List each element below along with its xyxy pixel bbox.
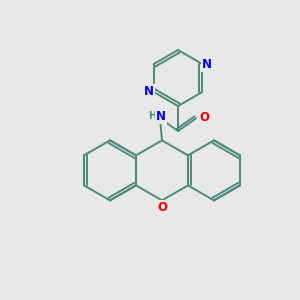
Text: N: N (202, 58, 212, 70)
Text: H: H (148, 111, 156, 122)
Text: O: O (157, 201, 167, 214)
Text: H: H (148, 111, 156, 122)
Text: N: N (156, 110, 166, 123)
Text: O: O (199, 111, 209, 124)
Text: N: N (202, 59, 212, 69)
Text: N: N (144, 87, 153, 97)
Text: N: N (144, 85, 154, 98)
Text: O: O (157, 201, 167, 214)
Text: O: O (199, 111, 209, 124)
Text: N: N (156, 110, 166, 123)
